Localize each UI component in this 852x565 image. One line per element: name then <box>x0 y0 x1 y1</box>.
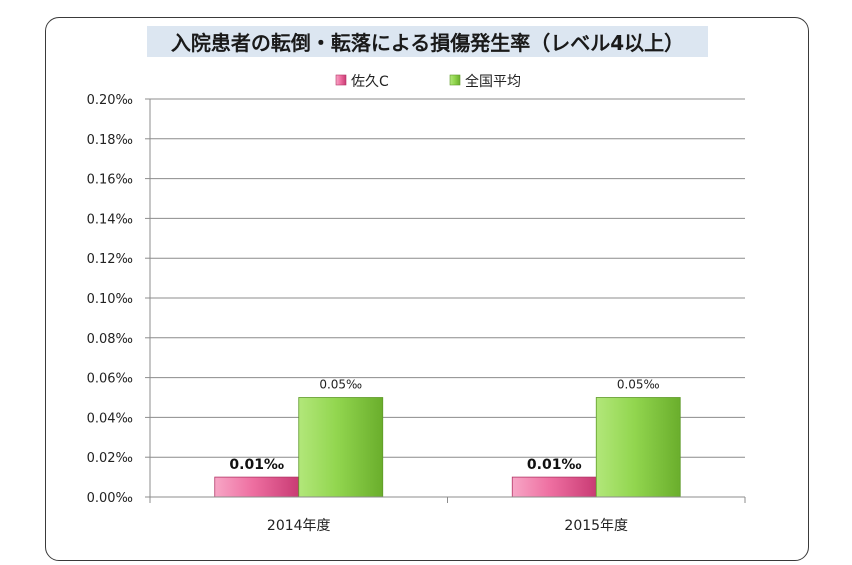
y-tick-label: 0.00‰ <box>87 491 133 506</box>
category-label: 2015年度 <box>564 518 628 534</box>
y-tick-label: 0.08‰ <box>87 332 133 347</box>
category-label: 2014年度 <box>267 518 331 534</box>
chart-frame <box>45 17 809 561</box>
y-tick-label: 0.14‰ <box>87 212 133 227</box>
legend-swatch <box>449 74 461 86</box>
legend-label: 佐久C <box>351 74 389 90</box>
y-tick-label: 0.16‰ <box>87 173 133 188</box>
bar <box>214 476 300 498</box>
data-label: 0.01‰ <box>229 457 284 473</box>
y-tick-label: 0.18‰ <box>87 133 133 148</box>
legend-label: 全国平均 <box>465 73 521 90</box>
y-tick-label: 0.06‰ <box>87 372 133 387</box>
y-tick-label: 0.12‰ <box>87 252 133 267</box>
y-tick-label: 0.04‰ <box>87 411 133 426</box>
y-tick-label: 0.02‰ <box>87 451 133 466</box>
chart-title: 入院患者の転倒・転落による損傷発生率（レベル4以上） <box>170 31 685 55</box>
data-label: 0.01‰ <box>527 457 582 473</box>
bar <box>511 476 597 498</box>
data-label: 0.05‰ <box>319 378 362 392</box>
data-label: 0.05‰ <box>617 378 660 392</box>
bar <box>298 397 384 498</box>
legend-swatch <box>335 74 347 86</box>
chart-title-box: 入院患者の転倒・転落による損傷発生率（レベル4以上） <box>147 26 708 57</box>
y-tick-label: 0.20‰ <box>87 93 133 108</box>
bar <box>595 397 681 498</box>
y-tick-label: 0.10‰ <box>87 292 133 307</box>
